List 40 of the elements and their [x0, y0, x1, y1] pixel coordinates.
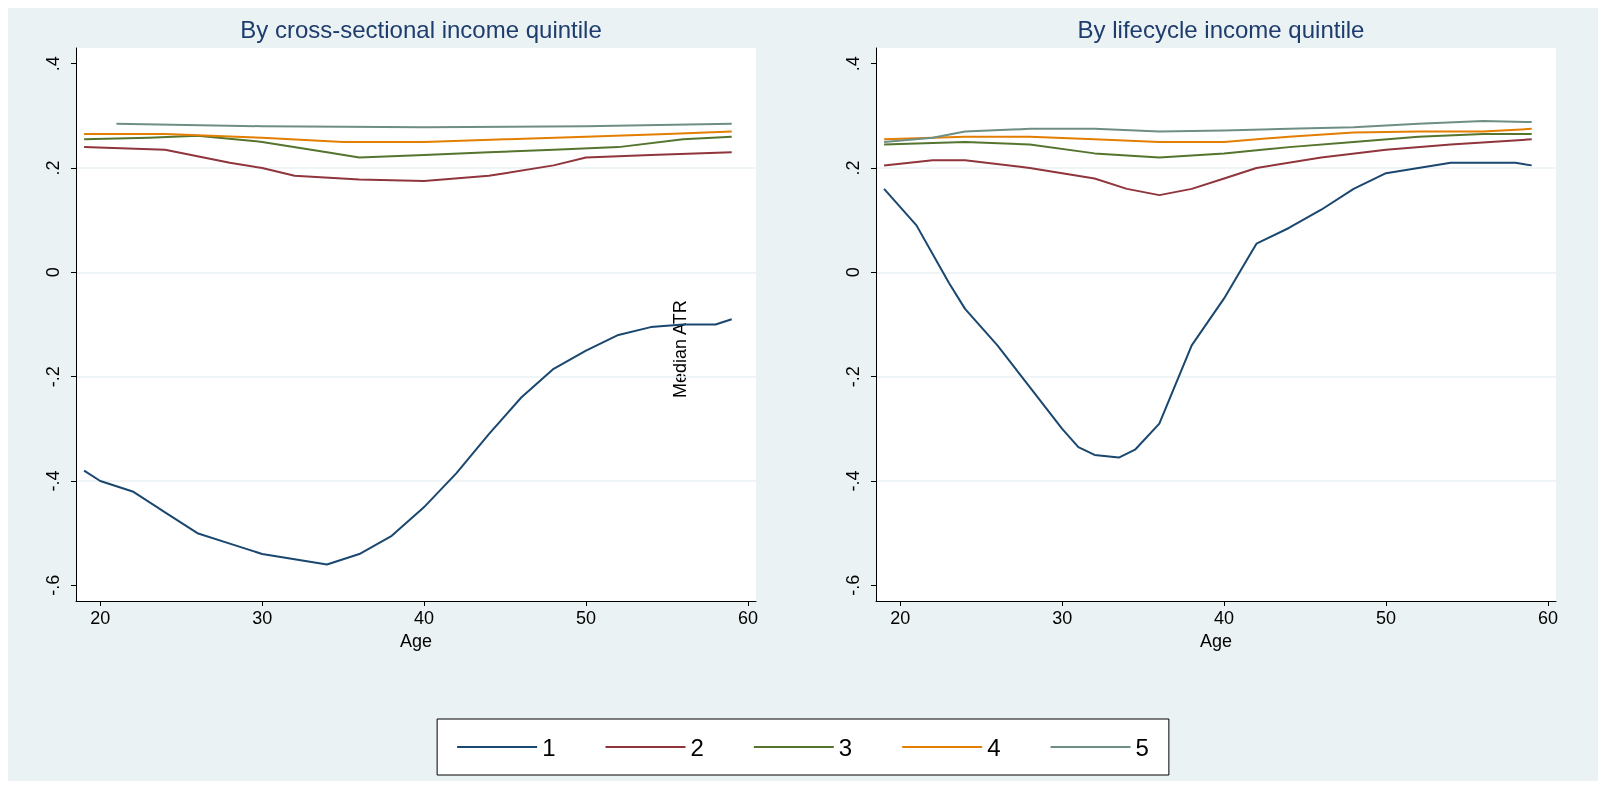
x-tick-label: 40 — [414, 608, 435, 628]
y-tick-label: 0 — [843, 267, 863, 278]
x-axis-title: Age — [399, 630, 433, 651]
line-series — [883, 133, 1533, 159]
line-series — [883, 127, 1533, 143]
x-tick-label: 40 — [1214, 608, 1235, 628]
line-series — [883, 120, 1533, 143]
y-tick-label: .4 — [43, 56, 63, 72]
y-tick-label: 0 — [43, 267, 63, 278]
y-tick-label: -.4 — [43, 470, 63, 492]
line-series — [883, 161, 1533, 459]
legend-label: 2 — [690, 733, 704, 761]
y-tick-label: -.2 — [43, 366, 63, 388]
chart-title: By lifecycle income quintile — [1077, 15, 1365, 43]
y-tick-label: .4 — [843, 56, 863, 72]
x-tick-label: 60 — [737, 608, 758, 628]
x-tick-label: 60 — [1537, 608, 1558, 628]
y-tick-label: -.2 — [843, 366, 863, 388]
y-axis-title: Median ATR — [670, 300, 690, 398]
x-tick-label: 50 — [1375, 608, 1397, 628]
y-tick-label: -.4 — [843, 470, 863, 492]
x-tick-label: 20 — [90, 608, 111, 628]
legend-label: 4 — [987, 733, 1001, 761]
y-tick-label: -.6 — [843, 574, 863, 596]
y-tick-label: .2 — [43, 160, 63, 176]
chart-title: By cross-sectional income quintile — [240, 15, 602, 43]
legend-label: 3 — [838, 733, 853, 761]
y-tick-label: -.6 — [43, 574, 63, 596]
line-series — [883, 138, 1533, 197]
legend-label: 5 — [1135, 733, 1149, 761]
line-series — [83, 146, 733, 183]
x-tick-label: 30 — [1052, 608, 1073, 628]
x-tick-label: 50 — [575, 608, 597, 628]
legend-label: 1 — [542, 733, 556, 761]
x-axis-title: Age — [1199, 630, 1233, 651]
x-tick-label: 30 — [252, 608, 273, 628]
y-tick-label: .2 — [843, 160, 863, 176]
x-tick-label: 20 — [890, 608, 911, 628]
line-series — [83, 134, 733, 159]
line-series — [83, 130, 733, 143]
